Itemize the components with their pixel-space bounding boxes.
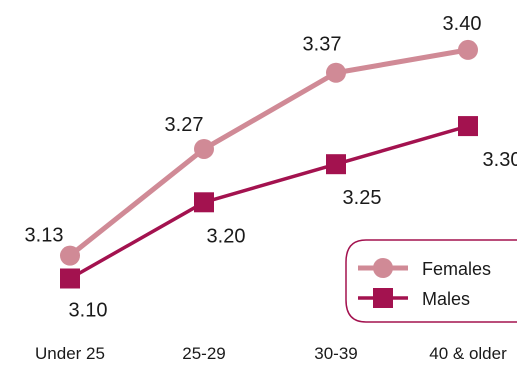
legend-label: Females — [422, 259, 491, 279]
point-females — [458, 39, 478, 60]
plot-area: 3.13 3.27 3.37 3.40 3.10 3.20 3.25 3.30 — [25, 13, 517, 322]
series-males: 3.10 3.20 3.25 3.30 — [60, 116, 517, 321]
point-females — [60, 245, 80, 266]
x-axis-tick-labels: Under 25 25-29 30-39 40 & older — [35, 344, 507, 363]
data-label-males: 3.20 — [207, 225, 246, 247]
legend-frame — [345, 239, 517, 323]
x-tick-label: 25-29 — [182, 344, 225, 363]
legend-item-females: Females — [358, 258, 491, 279]
legend: Females Males — [345, 239, 517, 323]
series-females: 3.13 3.27 3.37 3.40 — [25, 13, 482, 266]
point-males — [458, 116, 478, 137]
data-label-males: 3.30 — [483, 149, 517, 171]
data-label-females: 3.27 — [165, 114, 204, 136]
data-label-females: 3.40 — [443, 13, 482, 35]
data-label-females: 3.37 — [303, 34, 342, 56]
point-males — [326, 154, 346, 175]
series-line-males — [69, 124, 469, 281]
x-tick-label: 40 & older — [429, 344, 507, 363]
data-label-females: 3.13 — [25, 225, 64, 247]
legend-item-males: Males — [358, 288, 470, 309]
legend-items: Females Males — [358, 258, 491, 309]
x-tick-label: Under 25 — [35, 344, 105, 363]
data-label-males: 3.25 — [343, 187, 382, 209]
point-males — [60, 268, 80, 289]
data-label-males: 3.10 — [69, 299, 108, 321]
point-females — [194, 138, 214, 159]
x-tick-label: 30-39 — [314, 344, 357, 363]
legend-label: Males — [422, 289, 470, 309]
point-males — [194, 192, 214, 213]
series-line-females — [68, 47, 469, 258]
legend-marker — [373, 258, 393, 278]
legend-marker — [373, 288, 393, 308]
point-females — [326, 62, 346, 83]
